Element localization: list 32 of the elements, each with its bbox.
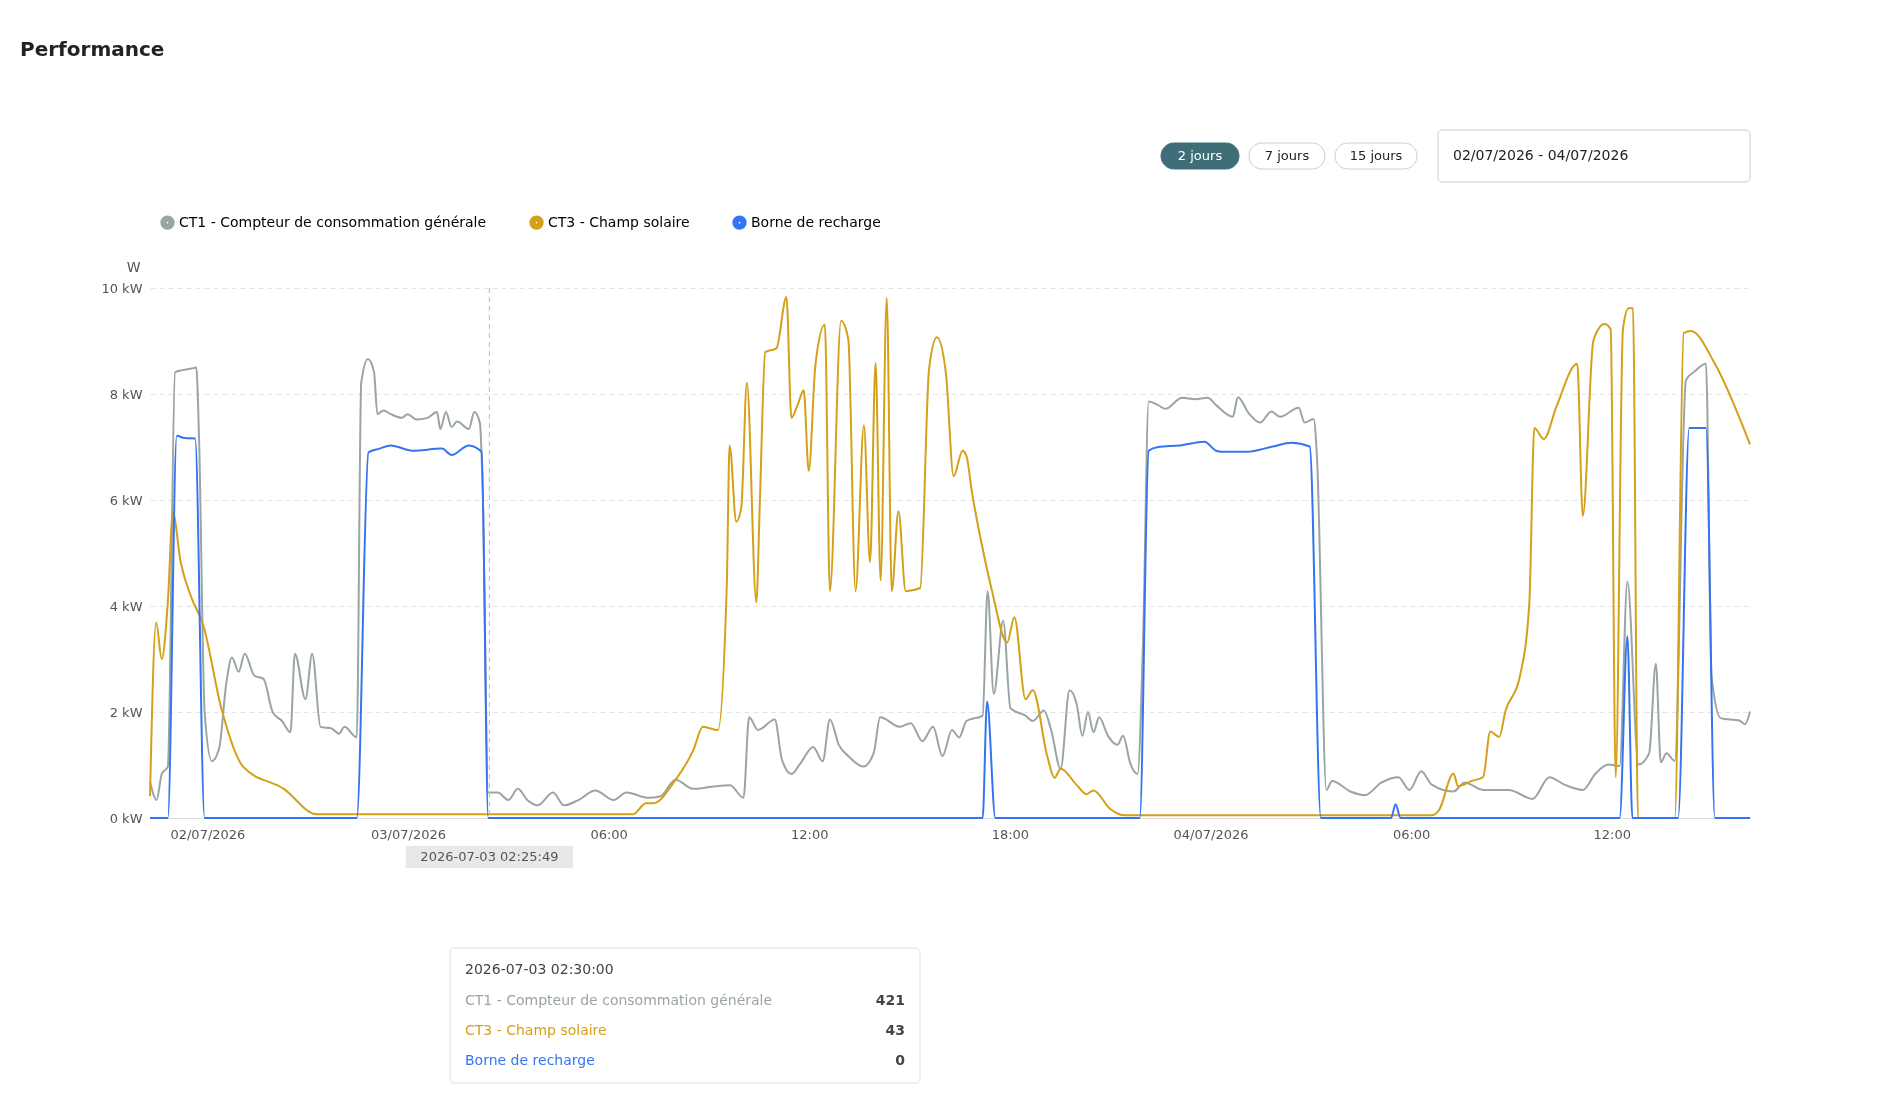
legend-label: Borne de recharge: [751, 213, 881, 230]
x-tick-label: 02/07/2026: [170, 826, 246, 842]
x-tick-label: 06:00: [1392, 826, 1431, 842]
text: 2 jours: [1177, 148, 1223, 163]
line-series: [149, 426, 1751, 819]
legend-label: CT1 - Compteur de consommation générale: [179, 213, 487, 230]
text: Borne de recharge: [465, 1052, 595, 1068]
y-tick-label: 6 kW: [109, 492, 143, 508]
x-tick-label: 03/07/2026: [371, 826, 446, 842]
y-tick-label: 10 kW: [101, 280, 143, 296]
x-tick-label: 12:00: [791, 826, 829, 842]
text: 15 jours: [1349, 148, 1403, 163]
text: 2026-07-03 02:30:00: [465, 961, 614, 977]
x-tick-label: 06:00: [590, 826, 628, 842]
legend-label: CT3 - Champ solaire: [548, 213, 690, 230]
text: 02/07/2026 - 04/07/2026: [1453, 147, 1629, 163]
y-tick-label: 4 kW: [109, 598, 143, 614]
ref-line-label: 2026-07-03 02:25:49: [420, 849, 559, 864]
y-tick-label: 8 kW: [109, 386, 143, 402]
y-axis-title: W: [126, 258, 141, 275]
text: 421: [875, 992, 905, 1008]
y-tick-label: 2 kW: [109, 704, 143, 720]
x-tick-label: 12:00: [1593, 826, 1632, 842]
text: 0: [895, 1052, 906, 1068]
y-tick-label: 0 kW: [109, 810, 143, 826]
text: 43: [885, 1022, 905, 1038]
x-tick-label: 04/07/2026: [1173, 826, 1249, 842]
x-tick-label: 18:00: [991, 826, 1030, 842]
chart-title: Performance: [20, 37, 165, 61]
text: CT1 - Compteur de consommation générale: [465, 992, 773, 1008]
text: 7 jours: [1264, 148, 1310, 163]
text: CT3 - Champ solaire: [465, 1022, 607, 1038]
